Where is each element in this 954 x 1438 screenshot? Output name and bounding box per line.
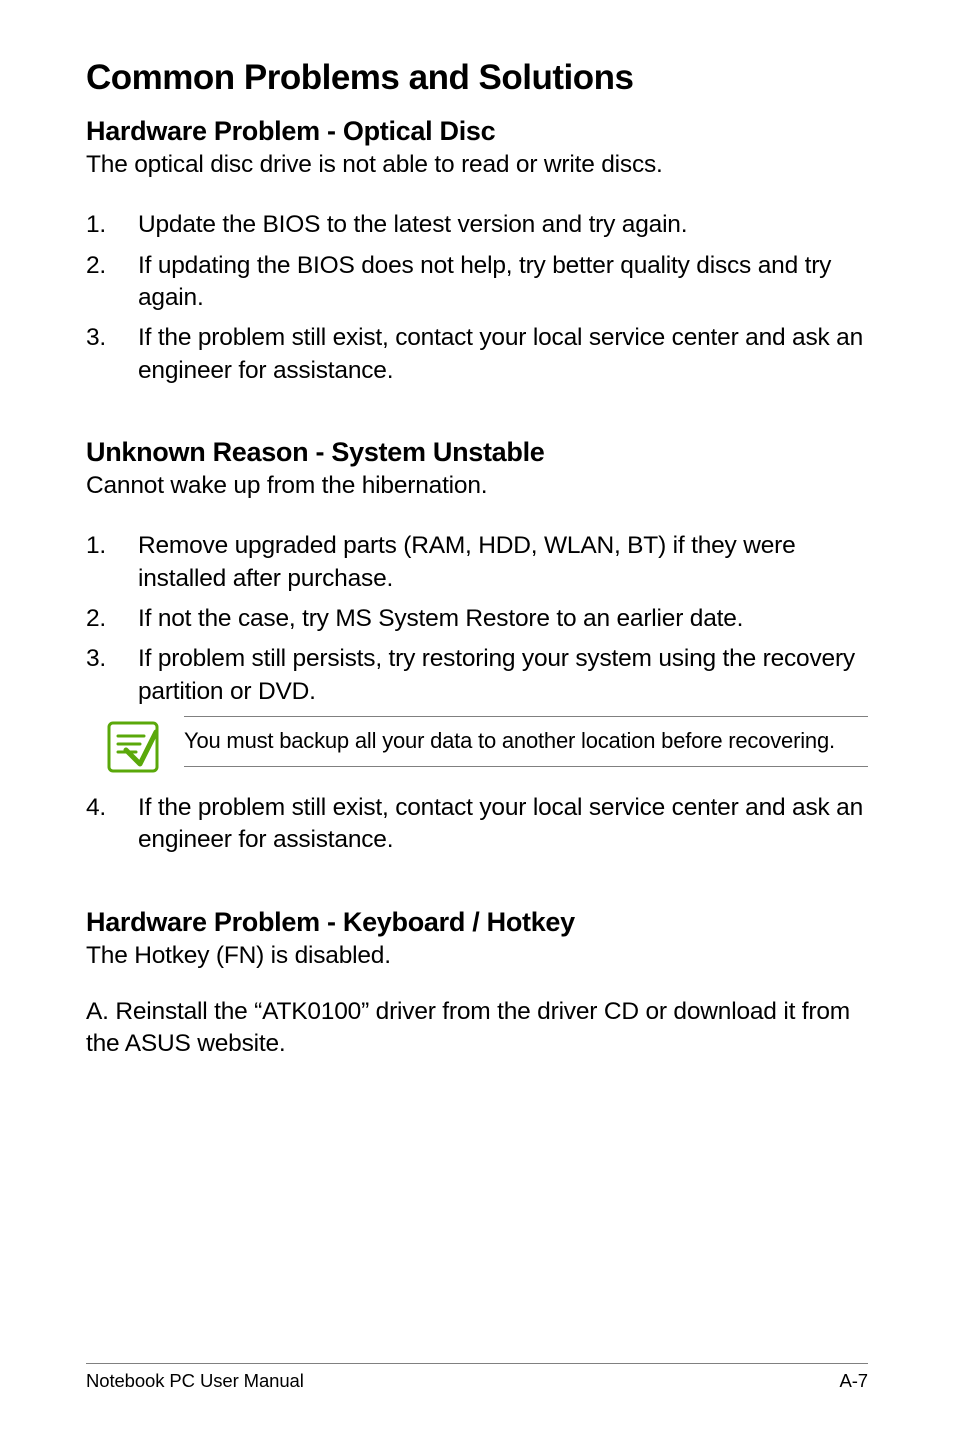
page-title: Common Problems and Solutions bbox=[86, 58, 868, 98]
list-item: 3. If the problem still exist, contact yo… bbox=[86, 322, 868, 387]
list-num: 2. bbox=[86, 603, 106, 635]
note-icon bbox=[106, 720, 160, 774]
note-block: You must backup all your data to another… bbox=[106, 716, 868, 774]
section-list-unstable: 1. Remove upgraded parts (RAM, HDD, WLAN,… bbox=[86, 530, 868, 708]
list-item: 1. Remove upgraded parts (RAM, HDD, WLAN,… bbox=[86, 530, 868, 595]
list-item: 2. If not the case, try MS System Restore… bbox=[86, 603, 868, 635]
note-text-wrap: You must backup all your data to another… bbox=[184, 716, 868, 767]
list-text: Remove upgraded parts (RAM, HDD, WLAN, B… bbox=[138, 532, 796, 591]
section-list-unstable-after: 4. If the problem still exist, contact yo… bbox=[86, 792, 868, 857]
list-num: 3. bbox=[86, 322, 106, 354]
footer-left: Notebook PC User Manual bbox=[86, 1370, 304, 1392]
list-num: 4. bbox=[86, 792, 106, 824]
list-item: 3. If problem still persists, try restori… bbox=[86, 643, 868, 708]
section-heading-optical: Hardware Problem - Optical Disc bbox=[86, 116, 868, 147]
list-text: If the problem still exist, contact your… bbox=[138, 324, 863, 383]
note-text: You must backup all your data to another… bbox=[184, 727, 868, 756]
footer-right: A-7 bbox=[840, 1370, 869, 1392]
footer: Notebook PC User Manual A-7 bbox=[86, 1363, 868, 1392]
list-text: Update the BIOS to the latest version an… bbox=[138, 211, 687, 238]
list-item: 1. Update the BIOS to the latest version … bbox=[86, 209, 868, 241]
section-intro-hotkey: The Hotkey (FN) is disabled. bbox=[86, 940, 868, 972]
list-num: 1. bbox=[86, 209, 106, 241]
list-text: If updating the BIOS does not help, try … bbox=[138, 252, 831, 311]
section-body-hotkey: A. Reinstall the “ATK0100” driver from t… bbox=[86, 996, 868, 1061]
page: Common Problems and Solutions Hardware P… bbox=[0, 0, 954, 1438]
list-item: 2. If updating the BIOS does not help, tr… bbox=[86, 250, 868, 315]
list-item: 4. If the problem still exist, contact yo… bbox=[86, 792, 868, 857]
section-heading-unstable: Unknown Reason - System Unstable bbox=[86, 437, 868, 468]
list-num: 1. bbox=[86, 530, 106, 562]
section-heading-hotkey: Hardware Problem - Keyboard / Hotkey bbox=[86, 907, 868, 938]
section-intro-unstable: Cannot wake up from the hibernation. bbox=[86, 470, 868, 502]
section-intro-optical: The optical disc drive is not able to re… bbox=[86, 149, 868, 181]
list-text: If problem still persists, try restoring… bbox=[138, 645, 855, 704]
list-num: 2. bbox=[86, 250, 106, 282]
list-num: 3. bbox=[86, 643, 106, 675]
list-text: If the problem still exist, contact your… bbox=[138, 794, 863, 853]
section-list-optical: 1. Update the BIOS to the latest version … bbox=[86, 209, 868, 387]
list-text: If not the case, try MS System Restore t… bbox=[138, 605, 743, 632]
